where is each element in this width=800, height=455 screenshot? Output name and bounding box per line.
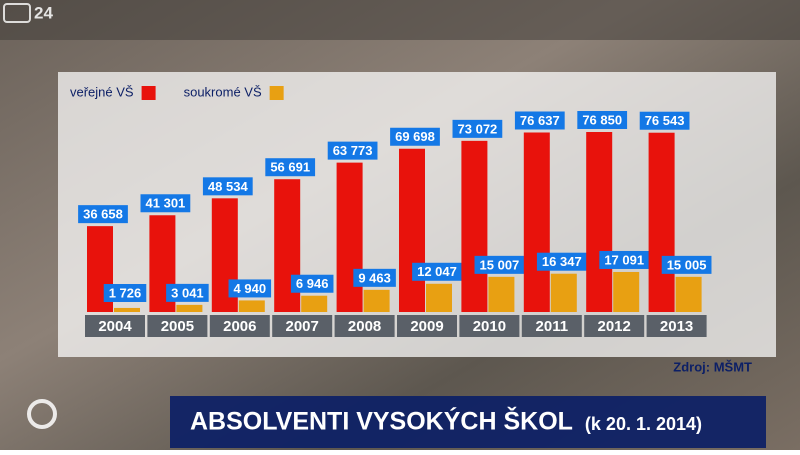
bar (399, 148, 425, 312)
value-label-box (390, 127, 440, 146)
bar (523, 132, 550, 312)
value-label-box (599, 250, 650, 269)
value-label: 1 726 (109, 285, 142, 300)
show-logo (27, 399, 57, 429)
value-label: 76 850 (582, 112, 622, 127)
value-label: 36 658 (83, 207, 123, 222)
value-label: 12 047 (417, 264, 457, 279)
value-label-box (166, 283, 209, 302)
x-tick-label: 2005 (161, 318, 194, 335)
value-label-box (452, 119, 503, 138)
value-label: 41 301 (146, 196, 186, 211)
bar (176, 304, 203, 312)
value-label-box (639, 111, 690, 130)
value-label: 3 041 (171, 285, 204, 300)
x-tick-label: 2006 (223, 318, 256, 335)
background-shade (0, 0, 800, 40)
x-tick-box (459, 315, 520, 337)
chart-subtitle: (k 20. 1. 2014) (585, 414, 702, 434)
bar (675, 276, 702, 312)
value-label: 76 543 (645, 113, 685, 128)
bar (461, 140, 488, 312)
legend-label: soukromé VŠ (184, 84, 262, 99)
legend-swatch (269, 86, 284, 100)
legend-swatch (141, 86, 156, 100)
bar (426, 283, 452, 312)
value-label-box (353, 268, 396, 287)
value-label-box (78, 205, 128, 224)
value-label: 69 698 (395, 129, 435, 144)
title-bar (170, 396, 766, 448)
bar (488, 276, 515, 312)
value-label: 15 005 (667, 257, 707, 272)
x-tick-box (209, 315, 270, 337)
value-label: 6 946 (296, 276, 329, 291)
bar (363, 289, 390, 312)
value-label-box (412, 262, 462, 281)
value-label: 4 940 (234, 281, 267, 296)
value-label: 16 347 (542, 254, 582, 269)
value-label-box (202, 177, 253, 196)
value-label: 76 637 (520, 113, 560, 128)
bar (238, 300, 265, 312)
x-tick-label: 2012 (598, 318, 631, 335)
value-label-box (474, 255, 525, 274)
value-label: 17 091 (604, 252, 644, 267)
bar (550, 273, 577, 312)
value-label-box (103, 284, 147, 302)
value-label: 73 072 (458, 121, 498, 136)
x-tick-label: 2004 (98, 318, 132, 335)
value-label-box (290, 274, 334, 293)
x-tick-box (147, 315, 208, 337)
value-label: 9 463 (358, 270, 391, 285)
value-label-box (536, 252, 587, 271)
value-label-box (228, 279, 272, 298)
value-label: 48 534 (208, 179, 249, 194)
value-label-box (661, 255, 712, 274)
x-tick-label: 2009 (410, 318, 443, 335)
bar (613, 271, 640, 312)
x-tick-box (85, 315, 145, 337)
bar (301, 295, 328, 312)
x-tick-box (397, 315, 457, 337)
bar (586, 132, 613, 312)
source-note: Zdroj: MŠMT (673, 359, 752, 374)
x-tick-box (334, 315, 395, 337)
value-label-box (327, 141, 378, 160)
chart-title: ABSOLVENTI VYSOKÝCH ŠKOL (190, 406, 573, 436)
value-label: 63 773 (333, 143, 373, 158)
value-label-box (577, 111, 628, 129)
value-label: 15 007 (480, 257, 520, 272)
value-label-box (514, 111, 565, 130)
x-tick-label: 2010 (473, 318, 506, 335)
bar (336, 162, 363, 312)
x-tick-box (521, 315, 582, 337)
x-tick-box (272, 315, 333, 337)
x-tick-label: 2008 (348, 318, 381, 335)
value-label-box (140, 194, 191, 213)
channel-label: 24 (34, 3, 53, 22)
bar (114, 307, 140, 312)
legend-label: veřejné VŠ (70, 84, 134, 99)
logo-frame (3, 3, 31, 23)
x-tick-label: 2007 (286, 318, 319, 335)
channel-logo: 24 (3, 3, 53, 23)
x-tick-box (646, 315, 707, 337)
x-tick-label: 2011 (536, 318, 569, 335)
x-tick-box (584, 315, 645, 337)
value-label: 56 691 (270, 160, 310, 175)
x-tick-label: 2013 (660, 318, 693, 335)
value-label-box (265, 158, 316, 177)
bar (648, 132, 675, 312)
